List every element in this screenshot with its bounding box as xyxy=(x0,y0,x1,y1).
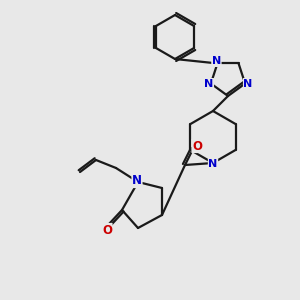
Text: N: N xyxy=(204,79,214,88)
Text: N: N xyxy=(244,79,253,88)
Text: O: O xyxy=(192,140,202,152)
Text: N: N xyxy=(208,159,217,169)
Text: O: O xyxy=(102,224,112,236)
Text: N: N xyxy=(212,56,221,66)
Text: N: N xyxy=(132,175,142,188)
